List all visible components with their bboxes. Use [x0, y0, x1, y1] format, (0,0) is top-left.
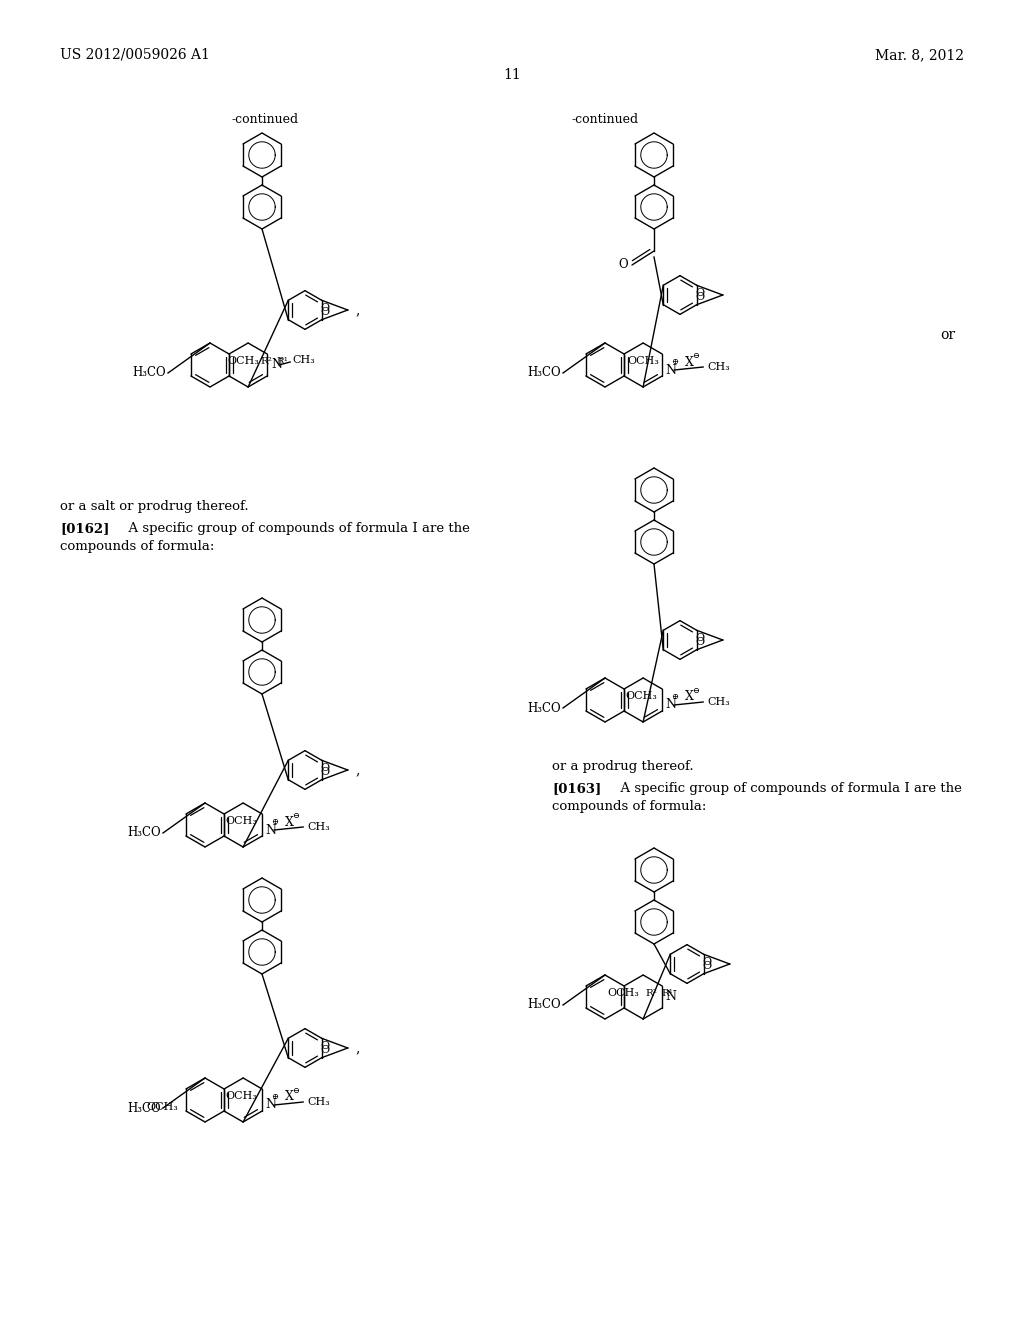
Text: OCH₃: OCH₃ [225, 816, 257, 826]
Text: H₃CO: H₃CO [132, 367, 166, 380]
Text: ⊖: ⊖ [292, 1086, 299, 1096]
Text: O: O [321, 306, 330, 317]
Text: ⊖: ⊖ [292, 812, 299, 820]
Text: O: O [321, 767, 330, 776]
Text: ⊕: ⊕ [671, 693, 678, 701]
Text: N: N [265, 824, 276, 837]
Text: CH₃: CH₃ [292, 355, 315, 366]
Text: X: X [285, 816, 294, 829]
Text: OCH₃: OCH₃ [225, 1092, 257, 1101]
Text: or a prodrug thereof.: or a prodrug thereof. [552, 760, 693, 774]
Text: R¹: R¹ [662, 989, 673, 998]
Text: R²: R² [260, 356, 272, 366]
Text: N: N [666, 698, 676, 711]
Text: CH₃: CH₃ [307, 1097, 330, 1107]
Text: O: O [321, 1044, 330, 1055]
Text: N: N [666, 990, 676, 1003]
Text: ⊖: ⊖ [691, 352, 698, 360]
Text: H₃CO: H₃CO [127, 826, 161, 840]
Text: O: O [321, 304, 330, 313]
Text: O: O [702, 961, 712, 970]
Text: H₃CO: H₃CO [527, 367, 561, 380]
Text: OCH₃: OCH₃ [227, 356, 259, 366]
Text: O: O [695, 288, 705, 298]
Text: Mar. 8, 2012: Mar. 8, 2012 [874, 48, 964, 62]
Text: H₃CO: H₃CO [527, 998, 561, 1011]
Text: N: N [666, 363, 676, 376]
Text: CH₃: CH₃ [708, 362, 730, 372]
Text: compounds of formula:: compounds of formula: [60, 540, 214, 553]
Text: ⊖: ⊖ [691, 686, 698, 696]
Text: H₃CO: H₃CO [127, 1101, 161, 1114]
Text: compounds of formula:: compounds of formula: [552, 800, 707, 813]
Text: ,: , [355, 304, 360, 317]
Text: N: N [265, 1098, 276, 1111]
Text: X: X [685, 355, 694, 368]
Text: ,: , [355, 1041, 360, 1055]
Text: A specific group of compounds of formula I are the: A specific group of compounds of formula… [120, 521, 470, 535]
Text: [0163]: [0163] [552, 781, 601, 795]
Text: X: X [685, 690, 694, 704]
Text: O: O [695, 634, 705, 643]
Text: OCH₃: OCH₃ [146, 1102, 178, 1111]
Text: ⊕: ⊕ [270, 818, 278, 826]
Text: H₃CO: H₃CO [527, 701, 561, 714]
Text: OCH₃: OCH₃ [607, 987, 639, 998]
Text: ⊕: ⊕ [270, 1093, 278, 1101]
Text: O: O [695, 292, 705, 302]
Text: A specific group of compounds of formula I are the: A specific group of compounds of formula… [612, 781, 962, 795]
Text: ,: , [355, 763, 360, 777]
Text: O: O [695, 636, 705, 647]
Text: US 2012/0059026 A1: US 2012/0059026 A1 [60, 48, 210, 62]
Text: O: O [702, 957, 712, 968]
Text: R¹: R¹ [276, 356, 288, 366]
Text: O: O [321, 763, 330, 774]
Text: [0162]: [0162] [60, 521, 110, 535]
Text: -continued: -continued [232, 114, 299, 125]
Text: O: O [321, 1041, 330, 1051]
Text: -continued: -continued [572, 114, 639, 125]
Text: N: N [271, 359, 283, 371]
Text: O: O [618, 259, 628, 272]
Text: 11: 11 [503, 69, 521, 82]
Text: ⊕: ⊕ [671, 358, 678, 366]
Text: CH₃: CH₃ [708, 697, 730, 708]
Text: OCH₃: OCH₃ [627, 356, 659, 366]
Text: CH₃: CH₃ [307, 822, 330, 832]
Text: or a salt or prodrug thereof.: or a salt or prodrug thereof. [60, 500, 249, 513]
Text: X: X [285, 1090, 294, 1104]
Text: or: or [940, 327, 955, 342]
Text: OCH₃: OCH₃ [626, 690, 657, 701]
Text: R²: R² [645, 989, 657, 998]
